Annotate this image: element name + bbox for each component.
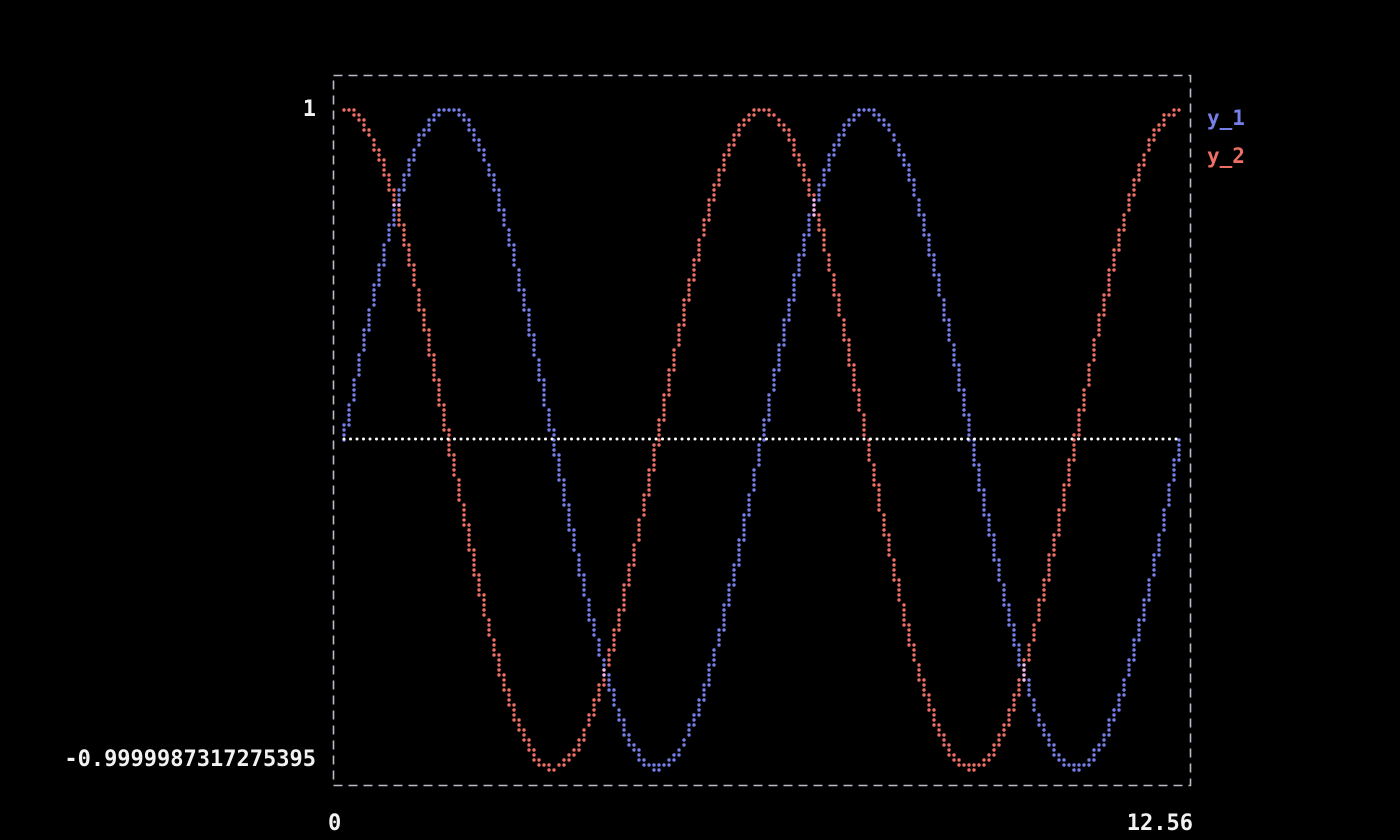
legend: y_1 y_2 [1207, 99, 1245, 175]
x-axis-max-label: 12.56 [1126, 811, 1193, 836]
legend-item-y2: y_2 [1207, 144, 1245, 168]
legend-item-y1: y_1 [1207, 106, 1245, 130]
plot-border [332, 74, 1192, 787]
series-y_1-dots [342, 108, 1181, 772]
y-axis-max-label: 1 [302, 97, 316, 122]
x-axis-min-label: 0 [328, 811, 342, 836]
series-y_2-dots [342, 108, 1181, 772]
y-axis-min-label: -0.9999987317275395 [64, 747, 316, 772]
zero-line [342, 437, 1178, 441]
